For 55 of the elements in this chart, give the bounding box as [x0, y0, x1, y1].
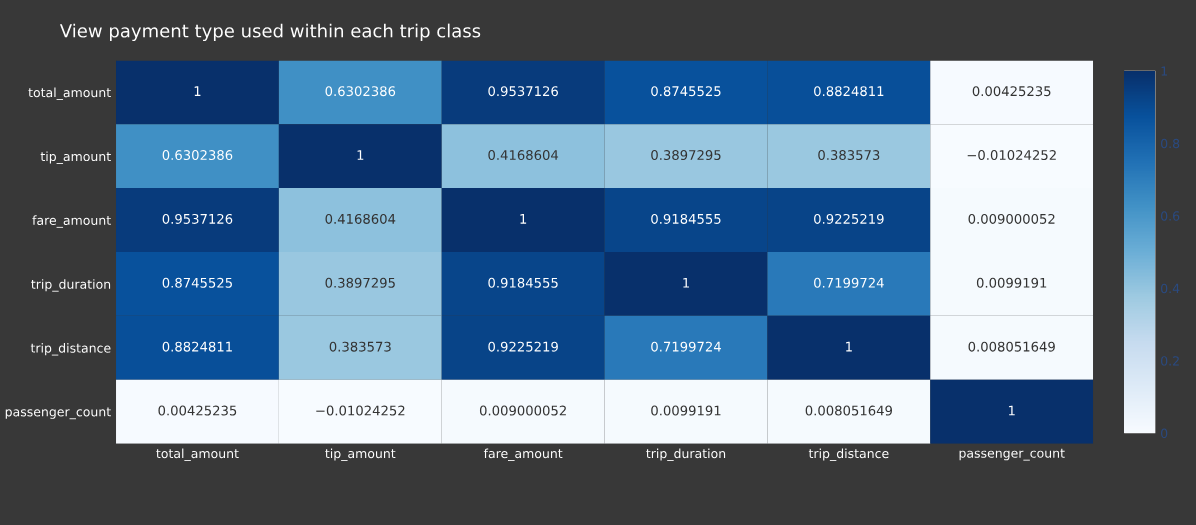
data-label: 0.6302386: [325, 86, 396, 97]
color-bar-label: 0.8: [1161, 138, 1180, 149]
x-tick-label: passenger_count: [959, 448, 1065, 461]
data-label: −0.01024252: [316, 405, 405, 416]
data-label: 0.9537126: [488, 86, 558, 97]
data-label: 1: [846, 341, 852, 352]
data-label: 0.7199724: [814, 277, 884, 288]
y-tick-label: trip_distance: [30, 343, 111, 356]
data-label: 0.8824811: [814, 86, 884, 97]
data-label: 0.00425235: [158, 405, 237, 416]
data-label: 0.383573: [329, 341, 391, 352]
data-label: 0.8745525: [162, 277, 232, 288]
data-label: 0.9225219: [814, 213, 884, 224]
data-label: 1: [683, 277, 689, 288]
y-tick-label: fare_amount: [32, 215, 111, 228]
data-label: 0.3897295: [651, 150, 721, 161]
x-tick-label: tip_amount: [325, 448, 396, 461]
data-label: −0.01024252: [967, 150, 1056, 161]
data-label: 1: [520, 214, 527, 224]
x-tick-label: trip_duration: [646, 448, 726, 461]
data-label: 0.9184555: [488, 277, 558, 288]
y-tick-label: tip_amount: [40, 151, 111, 164]
data-label: 0.8824811: [162, 341, 232, 352]
data-label: 0.9537126: [162, 213, 233, 224]
data-label: 0.009000052: [479, 405, 566, 416]
color-bar-label: 0.4: [1161, 283, 1180, 294]
data-label: 0.3897295: [325, 277, 395, 288]
data-label: 0.00425235: [972, 86, 1051, 97]
data-label: 1: [357, 150, 364, 160]
data-label: 0.4168604: [325, 213, 396, 224]
data-label: 0.9184555: [651, 213, 721, 224]
data-label: 0.0099191: [976, 277, 1047, 288]
color-bar-label: 0.6: [1161, 211, 1180, 221]
data-label: 0.0099191: [651, 405, 721, 416]
color-bar-label: 0.2: [1161, 356, 1179, 366]
data-label: 0.9225219: [488, 341, 558, 352]
x-tick-label: total_amount: [156, 448, 239, 461]
y-tick-label: trip_duration: [31, 279, 111, 292]
y-tick-label: passenger_count: [5, 407, 111, 420]
data-label: 0.7199724: [651, 341, 721, 352]
data-label: 0.009000052: [968, 213, 1055, 224]
data-label: 1: [1008, 405, 1015, 416]
data-label: 1: [194, 86, 201, 96]
y-tick-label: total_amount: [28, 87, 111, 101]
data-label: 0.6302386: [162, 150, 233, 161]
data-label: 0.008051649: [968, 341, 1055, 352]
x-tick-label: trip_distance: [808, 448, 889, 461]
data-label: 0.383573: [818, 150, 880, 161]
data-label: 0.008051649: [805, 405, 892, 416]
data-label: 0.8745525: [651, 86, 721, 97]
chart-title: View payment type used within each trip class: [59, 23, 481, 42]
color-bar-label: 1: [1161, 66, 1167, 76]
color-bar-label: 0: [1161, 428, 1168, 439]
x-tick-label: fare_amount: [483, 448, 563, 461]
data-label: 0.4168604: [488, 150, 559, 161]
